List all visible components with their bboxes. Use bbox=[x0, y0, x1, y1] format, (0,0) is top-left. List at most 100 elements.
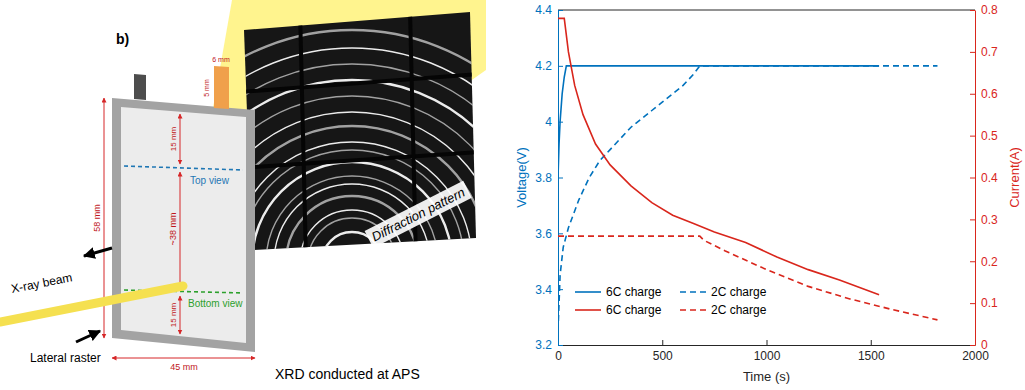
dimension-line bbox=[180, 172, 181, 287]
tick-mark bbox=[970, 10, 975, 11]
tick-mark bbox=[767, 340, 768, 345]
tick: 0.7 bbox=[970, 45, 998, 59]
legend-swatch bbox=[575, 309, 601, 311]
tick: 3.6 bbox=[535, 227, 563, 241]
tick: 1500 bbox=[858, 340, 885, 363]
dimension-label: ~38 mm bbox=[168, 213, 178, 246]
dimension-label: 5 mm bbox=[203, 79, 210, 97]
legend-label: 6C charge bbox=[606, 285, 662, 299]
legend-label: 2C charge bbox=[711, 303, 767, 317]
tick: 4.4 bbox=[535, 3, 563, 17]
dimension-label: 58 mm bbox=[92, 204, 102, 232]
cell-frame bbox=[112, 98, 255, 352]
detector-gap bbox=[240, 152, 480, 168]
diagram: Diffraction pattern 58 mm 15 mm ~38 mm 15 mm… bbox=[0, 0, 584, 390]
bottom-view-label: Bottom view bbox=[188, 298, 243, 309]
tick-label: 0.1 bbox=[981, 296, 998, 310]
dimension-line bbox=[180, 114, 181, 164]
dimension-label: 45 mm bbox=[170, 362, 198, 372]
legend-item: 6C charge bbox=[575, 303, 662, 317]
tick-mark bbox=[970, 52, 975, 53]
tick-mark bbox=[558, 345, 563, 346]
panel-label: b) bbox=[116, 31, 129, 47]
tick-label: 4 bbox=[545, 115, 552, 129]
tick: 0.5 bbox=[970, 129, 998, 143]
diffraction-ring bbox=[274, 184, 430, 340]
diffraction-ring bbox=[120, 30, 584, 390]
top-view-label: Top view bbox=[190, 175, 230, 186]
legend-item: 6C charge bbox=[575, 285, 662, 299]
tab-negative bbox=[134, 74, 146, 100]
top-view-line bbox=[124, 166, 243, 170]
tick: 1000 bbox=[754, 340, 781, 363]
tick-label: 3.6 bbox=[535, 227, 552, 241]
dimension-label: 6 mm bbox=[212, 56, 230, 63]
tick: 0.3 bbox=[970, 213, 998, 227]
x-axis-title: Time (s) bbox=[743, 369, 790, 384]
dimension-line bbox=[112, 358, 255, 359]
diffraction-ring bbox=[252, 162, 452, 362]
legend-item: 2C charge bbox=[680, 303, 767, 317]
tick: 0.1 bbox=[970, 296, 998, 310]
tick-mark bbox=[970, 219, 975, 220]
tick-label: 3.4 bbox=[535, 283, 552, 297]
y-axis-title: Voltage(V) bbox=[514, 147, 529, 208]
tick-mark bbox=[970, 345, 975, 346]
tick-mark bbox=[871, 340, 872, 345]
figure-svg: Diffraction pattern 58 mm 15 mm ~38 mm 15 mm… bbox=[0, 0, 1025, 390]
legend-swatch bbox=[575, 291, 601, 293]
tick-mark bbox=[970, 136, 975, 137]
tick-label: 1000 bbox=[754, 349, 781, 363]
diffraction-ring bbox=[232, 142, 472, 382]
legend: 6C charge2C charge6C charge2C charge bbox=[575, 285, 767, 317]
tick-mark bbox=[970, 94, 975, 95]
series-line bbox=[558, 66, 879, 178]
diffraction-label: Diffraction pattern bbox=[369, 184, 467, 244]
beam-arrow bbox=[84, 248, 112, 256]
tick-mark bbox=[558, 66, 563, 67]
tick: 0.8 bbox=[970, 3, 998, 17]
tick-label: 0 bbox=[555, 349, 562, 363]
tick-mark bbox=[558, 10, 563, 11]
figure: Diffraction pattern 58 mm 15 mm ~38 mm 15 mm… bbox=[0, 0, 1025, 390]
tab-positive bbox=[214, 66, 229, 109]
label-background bbox=[365, 181, 472, 248]
tick-label: 1500 bbox=[858, 349, 885, 363]
tick-label: 0.7 bbox=[981, 45, 998, 59]
chart: 05001000150020003.23.43.63.844.24.400.10… bbox=[514, 3, 1022, 384]
tick-label: 0.6 bbox=[981, 87, 998, 101]
plot-lines bbox=[558, 18, 937, 331]
diffraction-ring bbox=[266, 176, 438, 348]
diffraction-label-group: Diffraction pattern bbox=[365, 181, 472, 248]
tick-mark bbox=[970, 303, 975, 304]
dimension-label: 15 mm bbox=[169, 302, 178, 327]
lateral-raster-label: Lateral raster bbox=[30, 351, 101, 365]
series-line bbox=[558, 236, 937, 320]
tick-mark bbox=[970, 261, 975, 262]
y2-axis-title: Current(A) bbox=[1007, 147, 1022, 208]
tick-label: 500 bbox=[653, 349, 673, 363]
x-axis-line bbox=[559, 345, 976, 346]
tick-label: 4.4 bbox=[535, 3, 552, 17]
tick-mark bbox=[558, 178, 563, 179]
y2-axis: 00.10.20.30.40.50.60.70.8 bbox=[970, 3, 998, 352]
dimension-label: 15 mm bbox=[169, 126, 178, 151]
legend-swatch bbox=[680, 309, 706, 311]
tick: 3.2 bbox=[535, 338, 563, 352]
tick-label: 3.8 bbox=[535, 171, 552, 185]
diffraction-ring bbox=[240, 150, 464, 374]
legend-label: 6C charge bbox=[606, 303, 662, 317]
series-line bbox=[558, 18, 879, 294]
tick-mark bbox=[970, 178, 975, 179]
tick: 0.6 bbox=[970, 87, 998, 101]
caption: XRD conducted at APS bbox=[275, 366, 420, 382]
series-line bbox=[558, 66, 937, 331]
tick-label: 0.3 bbox=[981, 213, 998, 227]
tick-label: 0.2 bbox=[981, 255, 998, 269]
tick-label: 0.5 bbox=[981, 129, 998, 143]
y2-axis-line bbox=[975, 11, 976, 346]
tick: 0.4 bbox=[970, 171, 998, 185]
tick: 500 bbox=[653, 340, 673, 363]
diffraction-ring bbox=[216, 126, 488, 390]
detector-gap bbox=[300, 10, 306, 260]
